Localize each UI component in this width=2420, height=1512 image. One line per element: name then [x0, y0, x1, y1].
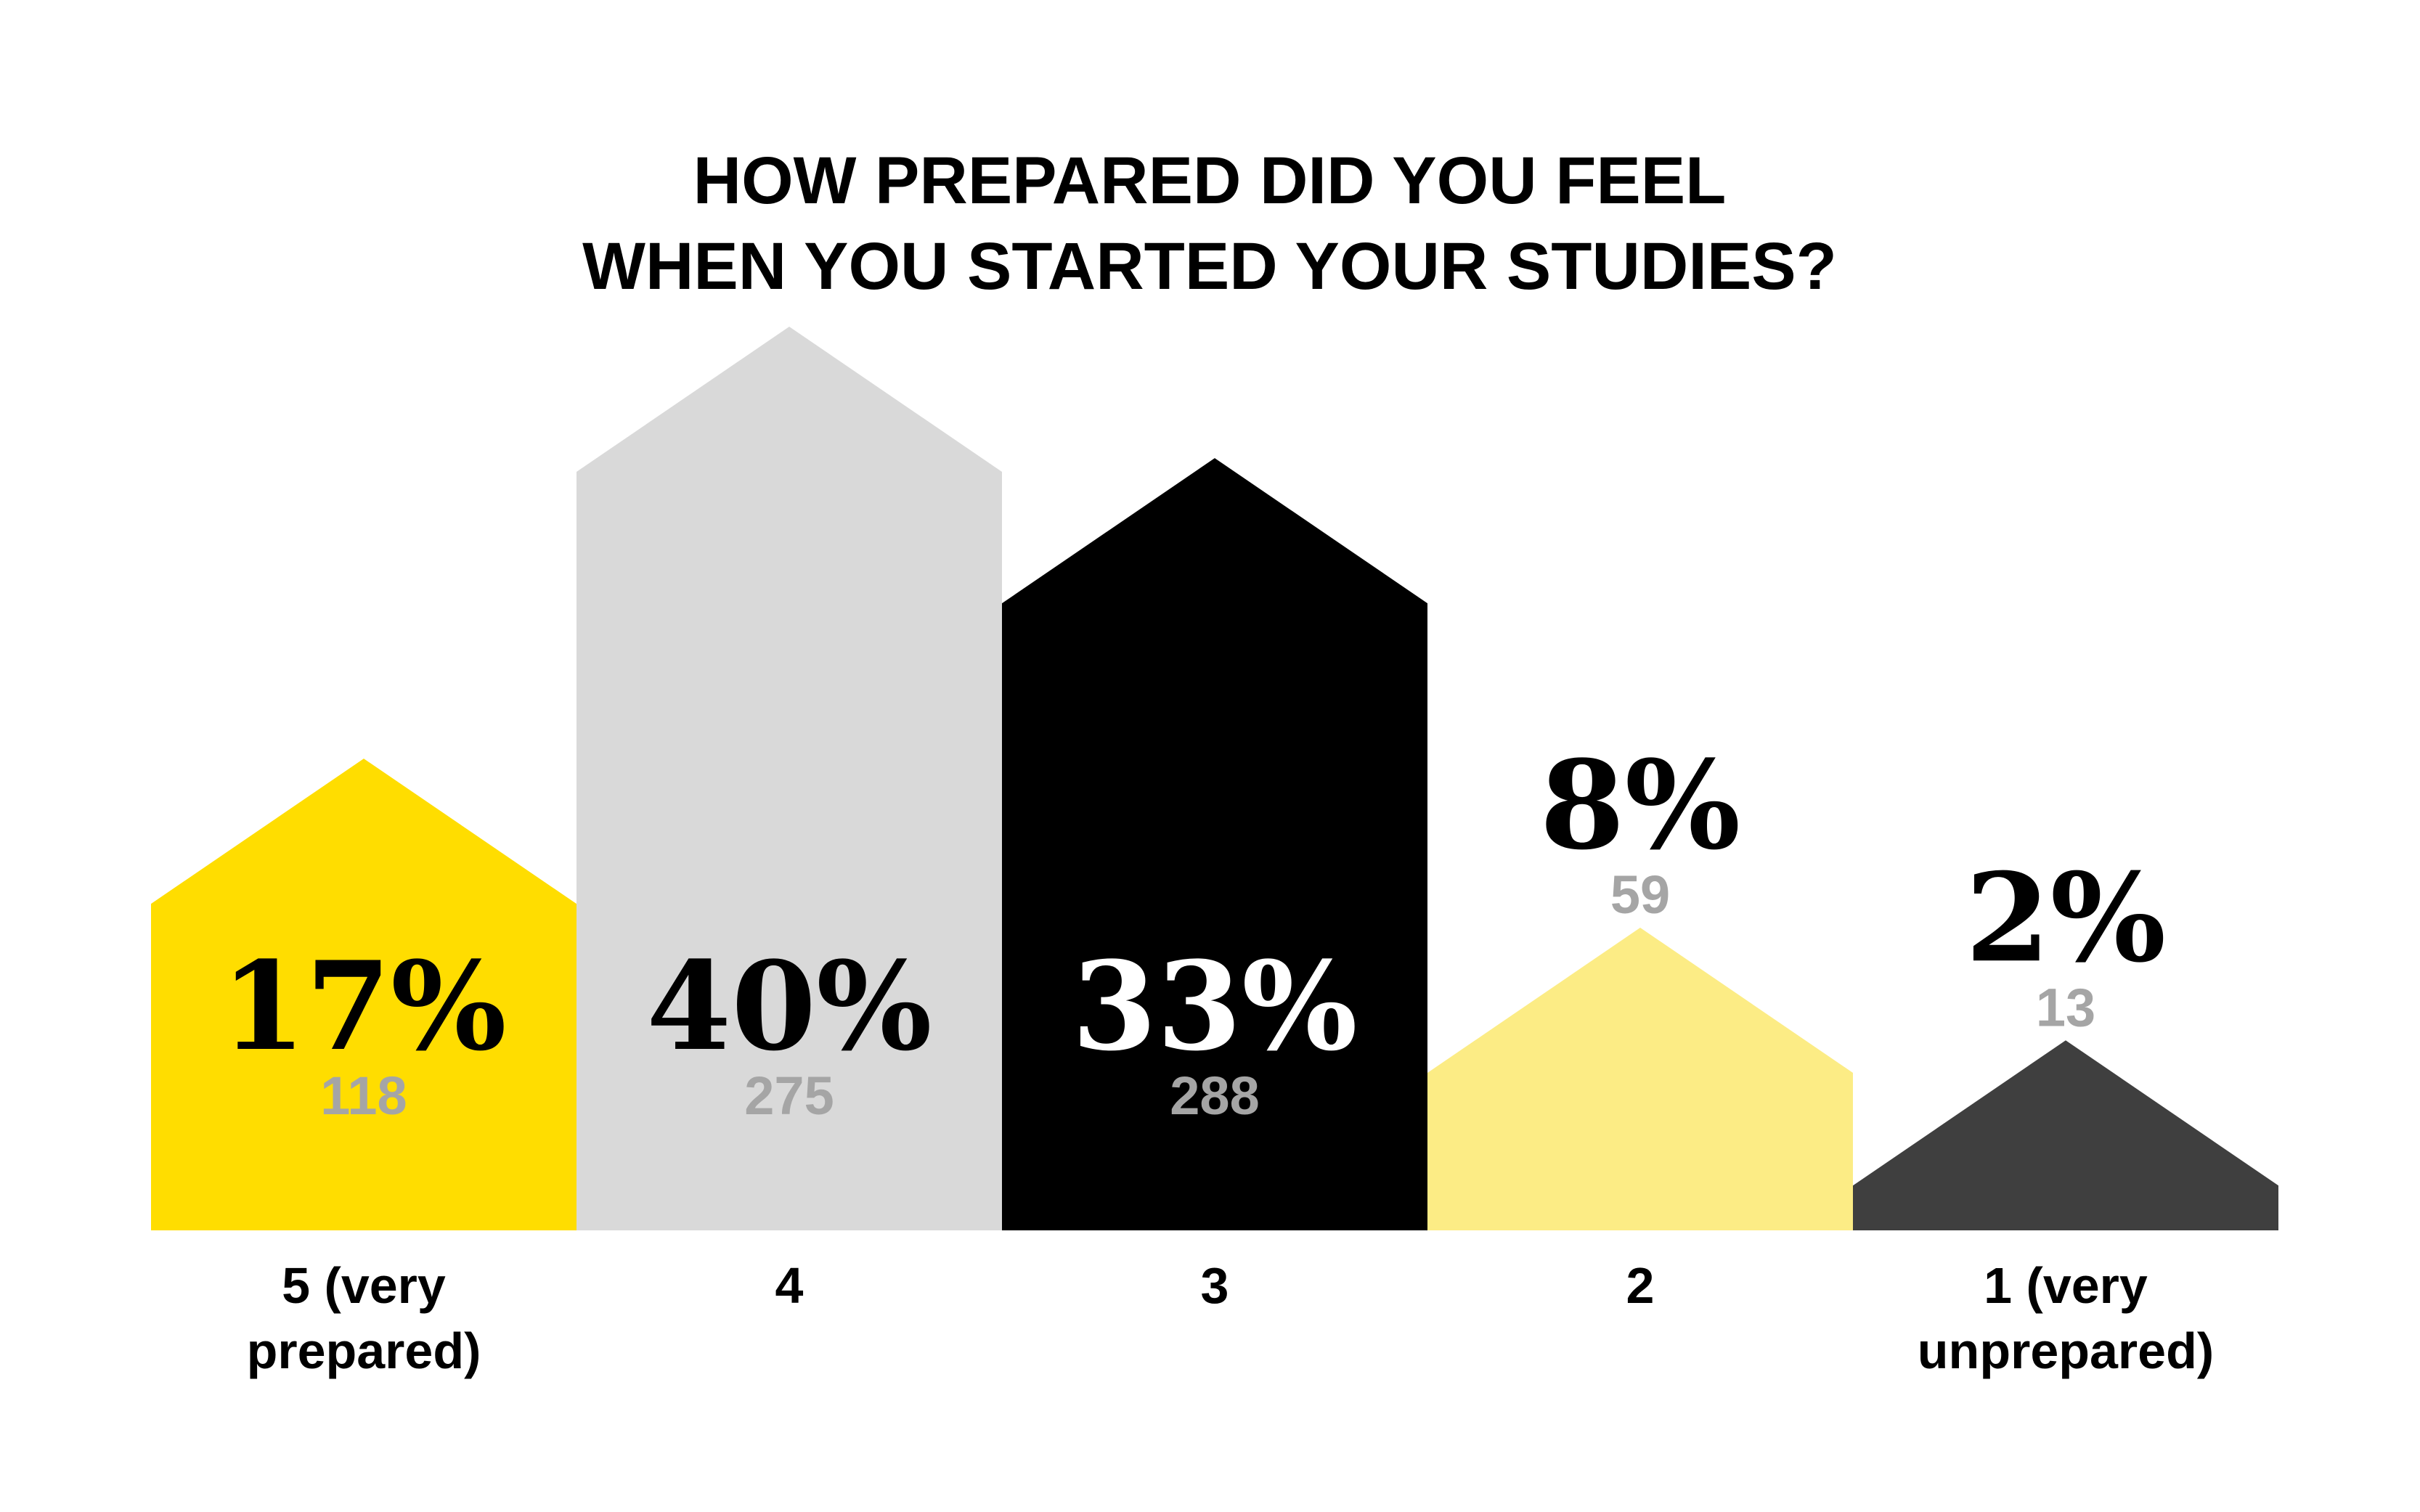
- count-label-3: 288: [1170, 1066, 1259, 1126]
- chart-title: HOW PREPARED DID YOU FEEL WHEN YOU START…: [582, 144, 1837, 303]
- category-label-5-line-2: unprepared): [1918, 1323, 2214, 1379]
- chart-title-line-2: WHEN YOU STARTED YOUR STUDIES?: [582, 229, 1837, 303]
- bars-layer: [151, 327, 2278, 1230]
- count-label-1: 118: [320, 1066, 407, 1126]
- category-axis: 5 (very prepared) 4 3 2 1 (very unprepared): [247, 1257, 2215, 1379]
- percent-label-5: 2%: [1965, 846, 2167, 989]
- bar-3: [1002, 458, 1427, 1230]
- percent-label-3: 33%: [1072, 934, 1357, 1078]
- count-label-5: 13: [2036, 977, 2095, 1037]
- percent-label-1: 17%: [221, 934, 506, 1078]
- category-label-1-line-1: 5 (very: [282, 1257, 446, 1314]
- category-label-1-line-2: prepared): [247, 1323, 481, 1379]
- count-label-4: 59: [1610, 865, 1670, 925]
- bar-1: [151, 759, 577, 1230]
- labels-layer: 17%118 40%275 33%288 8%59 2%13: [221, 733, 2166, 1126]
- percent-label-2: 40%: [646, 934, 932, 1078]
- bar-4: [1427, 928, 1853, 1230]
- bar-5: [1853, 1040, 2278, 1230]
- category-label-2-line-1: 4: [775, 1257, 804, 1314]
- count-label-2: 275: [744, 1066, 834, 1126]
- chart-title-line-1: HOW PREPARED DID YOU FEEL: [693, 144, 1727, 218]
- bar-2: [577, 327, 1002, 1230]
- category-label-3-line-1: 3: [1201, 1257, 1229, 1314]
- category-label-5-line-1: 1 (very: [1984, 1257, 2148, 1314]
- percent-label-4: 8%: [1540, 733, 1741, 877]
- category-label-4-line-1: 2: [1626, 1257, 1655, 1314]
